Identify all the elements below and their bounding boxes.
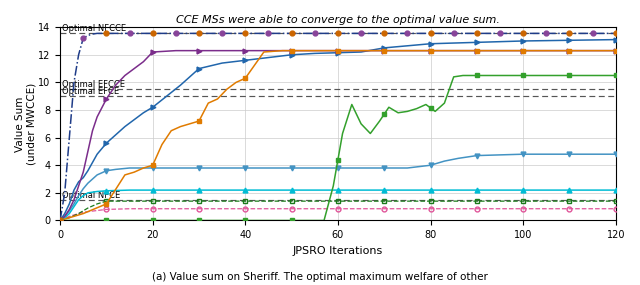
X-axis label: JPSRO Iterations: JPSRO Iterations [292, 246, 383, 256]
Title: CCE MSs were able to converge to the optimal value sum.: CCE MSs were able to converge to the opt… [176, 15, 500, 25]
Text: Optimal EFCCE: Optimal EFCCE [63, 80, 125, 89]
Text: (a) Value sum on Sheriff. The optimal maximum welfare of other: (a) Value sum on Sheriff. The optimal ma… [152, 272, 488, 282]
Text: Optimal NFCCE: Optimal NFCCE [63, 25, 127, 33]
Text: Optimal NFCE: Optimal NFCE [63, 191, 121, 200]
Y-axis label: Value Sum
(under MWCCE): Value Sum (under MWCCE) [15, 83, 36, 165]
Text: Optimal EFCE: Optimal EFCE [63, 87, 120, 95]
